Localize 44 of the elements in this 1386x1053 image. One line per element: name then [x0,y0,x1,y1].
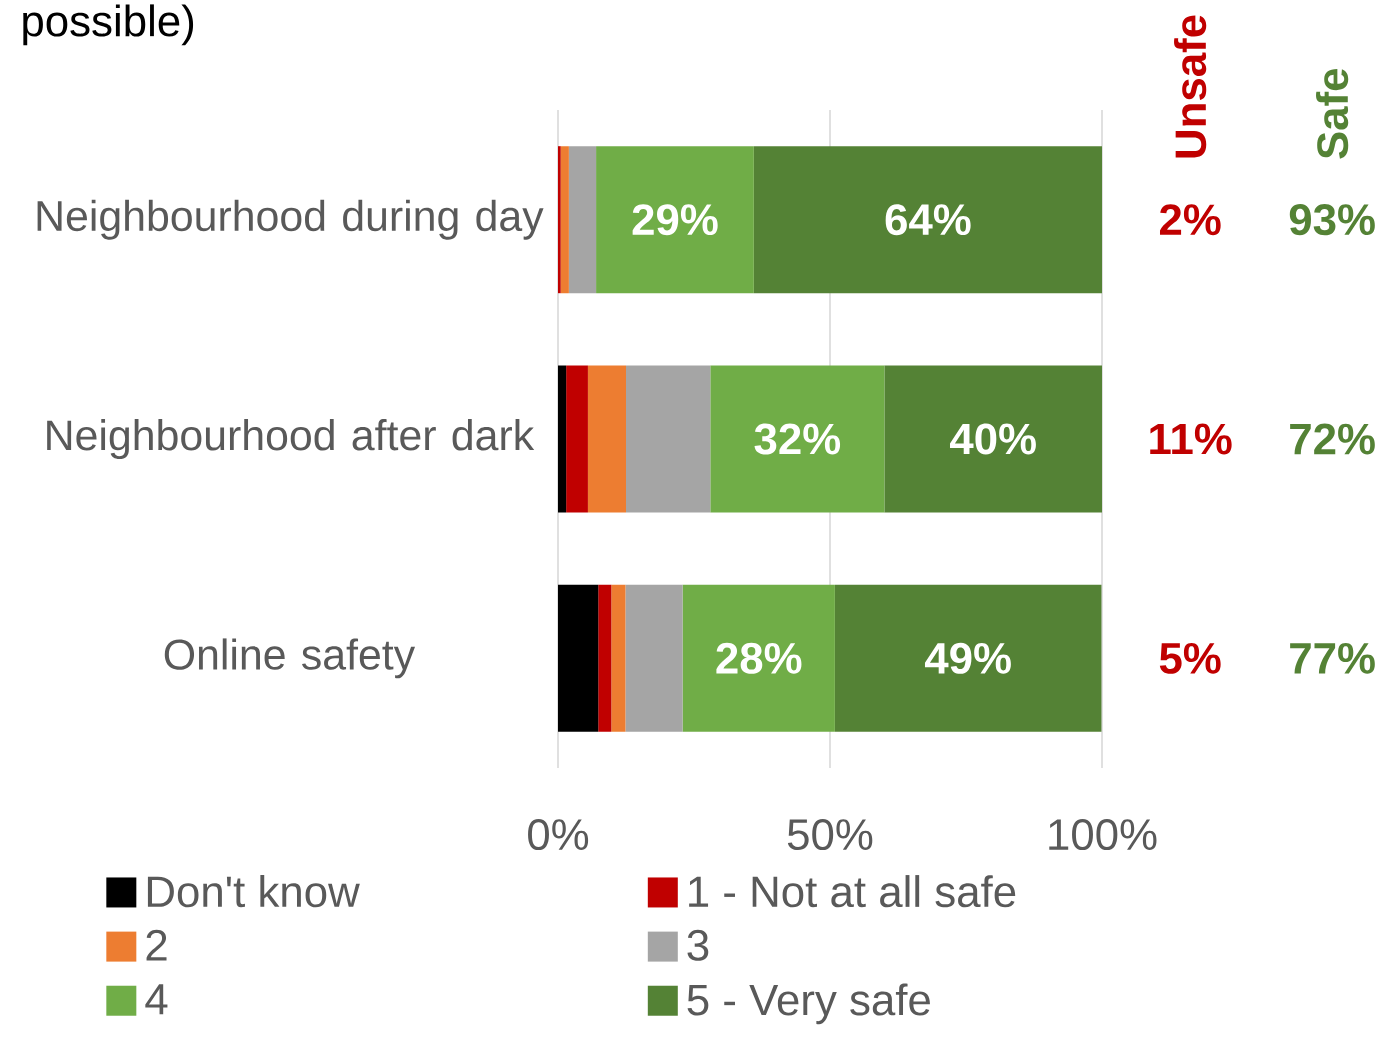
bar [626,365,711,513]
text: Safe [1316,68,1349,159]
bar [682,584,835,732]
bar [558,584,599,732]
x-tick-label: 50% [787,819,873,851]
bar [558,146,561,294]
data-label: 32% [754,423,841,455]
data-label: 29% [632,204,718,236]
legend-label: 1 - Not at all safe [689,875,1016,908]
bar [587,365,626,513]
data-label: 49% [924,642,1011,674]
bar [625,584,683,732]
bar [558,365,567,513]
data-label: 40% [950,423,1036,455]
bar [753,146,1103,294]
bar [884,365,1103,513]
legend-label: 5 - Very safe [687,983,930,1025]
text: 11% [1150,423,1232,455]
bar [568,146,597,294]
data-label: 28% [716,642,802,674]
x-tick-label: 100% [1049,819,1157,851]
legend-label: Don't know [147,875,360,908]
bar [710,365,885,513]
data-label: 64% [885,204,971,236]
bar [598,584,612,732]
y-tick-label: Neighbourhood during day [37,199,544,240]
text: Unsafe [1174,15,1207,158]
legend-label: 3 [687,929,709,961]
text: 93% [1289,204,1375,236]
legend-label: 4 [145,984,168,1015]
bar [611,584,626,732]
bar [566,365,588,513]
bar [560,146,569,294]
y-tick-label: Neighbourhood after dark [47,419,535,459]
text: 77% [1290,642,1375,674]
bar [834,584,1102,732]
x-tick-label: 0% [528,819,589,851]
text: 72% [1290,423,1375,455]
legend-label: 2 [146,929,167,961]
y-tick-label: Online safety [164,638,416,679]
text: 2% [1160,204,1221,236]
text: possible) [23,4,194,46]
bar [596,146,754,294]
text: 5% [1159,642,1221,674]
